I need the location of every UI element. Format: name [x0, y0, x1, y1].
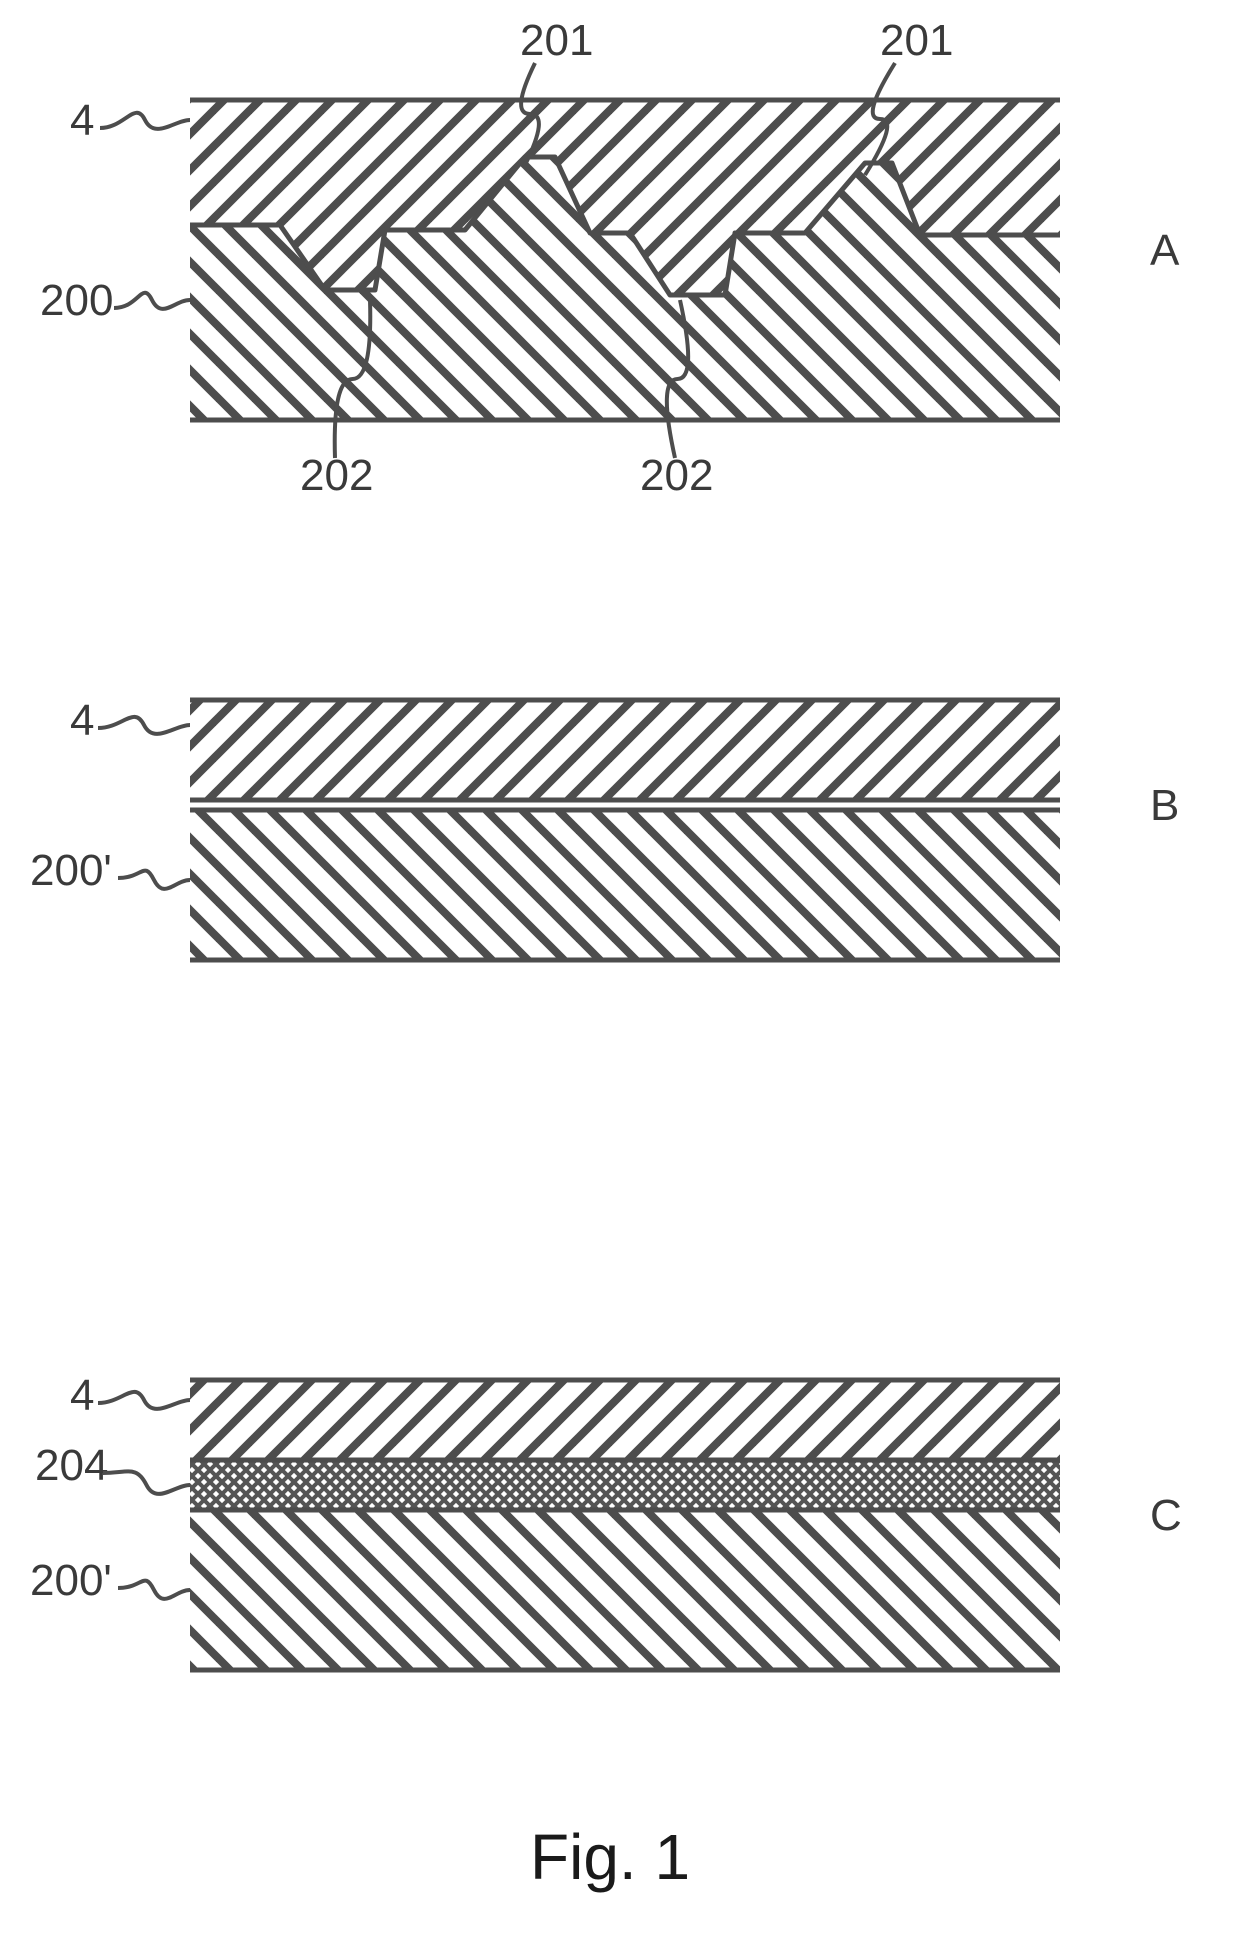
svg-text:200: 200 — [40, 276, 113, 325]
svg-text:200': 200' — [30, 1556, 112, 1605]
svg-text:A: A — [1150, 226, 1180, 275]
figure-1-svg: 4 200 201 201 202 202 A 4 200' B 4 204 200' C — [0, 0, 1240, 1958]
figure-caption: Fig. 1 — [530, 1820, 690, 1894]
svg-text:4: 4 — [70, 1371, 94, 1420]
svg-text:202: 202 — [640, 451, 713, 500]
svg-text:201: 201 — [880, 16, 953, 65]
svg-text:204: 204 — [35, 1441, 108, 1490]
svg-text:4: 4 — [70, 96, 94, 145]
svg-text:202: 202 — [300, 451, 373, 500]
svg-text:200': 200' — [30, 846, 112, 895]
svg-text:4: 4 — [70, 696, 94, 745]
svg-text:C: C — [1150, 1491, 1182, 1540]
svg-text:201: 201 — [520, 16, 593, 65]
svg-text:B: B — [1150, 781, 1179, 830]
